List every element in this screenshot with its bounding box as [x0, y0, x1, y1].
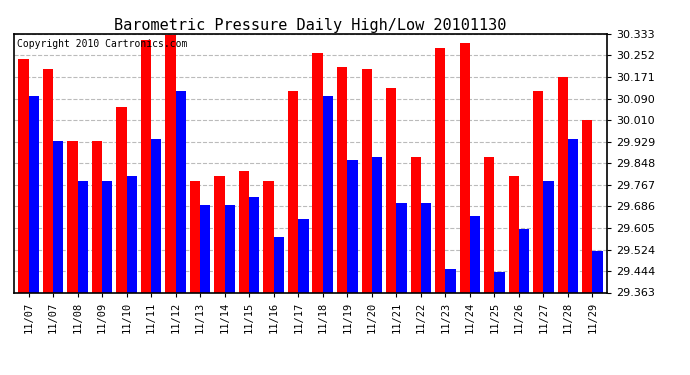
Bar: [593, 251, 603, 292]
Bar: [28, 96, 39, 292]
Bar: [582, 120, 593, 292]
Bar: [460, 42, 470, 292]
Bar: [43, 69, 53, 292]
Bar: [264, 181, 274, 292]
Bar: [77, 181, 88, 292]
Bar: [372, 157, 382, 292]
Text: Copyright 2010 Cartronics.com: Copyright 2010 Cartronics.com: [17, 39, 187, 49]
Bar: [176, 91, 186, 292]
Bar: [470, 216, 480, 292]
Bar: [141, 40, 151, 292]
Bar: [190, 181, 200, 292]
Bar: [274, 237, 284, 292]
Bar: [519, 229, 529, 292]
Bar: [18, 58, 28, 292]
Bar: [411, 157, 421, 292]
Bar: [92, 141, 102, 292]
Bar: [558, 77, 568, 292]
Bar: [568, 139, 578, 292]
Bar: [313, 53, 323, 292]
Bar: [484, 157, 495, 292]
Bar: [362, 69, 372, 292]
Bar: [151, 139, 161, 292]
Bar: [386, 88, 396, 292]
Bar: [200, 205, 210, 292]
Bar: [347, 160, 357, 292]
Bar: [435, 48, 445, 292]
Bar: [215, 176, 225, 292]
Bar: [533, 91, 544, 292]
Bar: [53, 141, 63, 292]
Bar: [117, 106, 126, 292]
Bar: [509, 176, 519, 292]
Bar: [337, 66, 347, 292]
Bar: [323, 96, 333, 292]
Bar: [298, 219, 308, 292]
Bar: [126, 176, 137, 292]
Bar: [225, 205, 235, 292]
Bar: [421, 202, 431, 292]
Bar: [102, 181, 112, 292]
Bar: [396, 202, 406, 292]
Bar: [445, 269, 455, 292]
Bar: [495, 272, 504, 292]
Bar: [249, 197, 259, 292]
Bar: [67, 141, 77, 292]
Bar: [288, 91, 298, 292]
Bar: [166, 34, 176, 292]
Title: Barometric Pressure Daily High/Low 20101130: Barometric Pressure Daily High/Low 20101…: [115, 18, 506, 33]
Bar: [239, 171, 249, 292]
Bar: [544, 181, 554, 292]
